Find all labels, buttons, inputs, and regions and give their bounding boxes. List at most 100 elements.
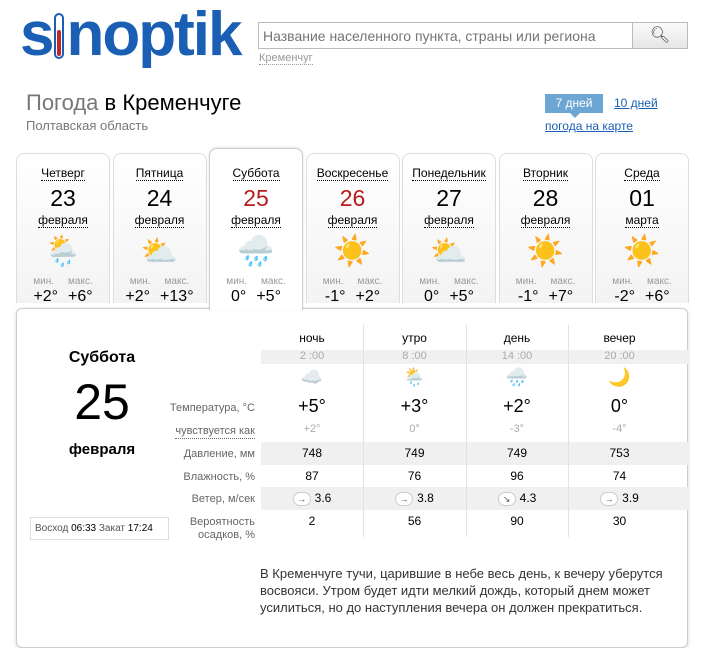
sun-cloud-icon: ⛅ [140, 234, 179, 268]
sun-cloud-icon: ⛅ [430, 234, 468, 268]
wind-cell: → 3.9 [569, 491, 671, 506]
wind-cell: → 3.6 [261, 491, 363, 506]
period-time: 14 :00 [501, 350, 533, 362]
label-precip-line2: осадков, % [198, 529, 255, 541]
max-temp: +5° [449, 288, 474, 305]
label-precip: Вероятность осадков, % [190, 516, 255, 542]
pressure-cell: 753 [569, 446, 671, 460]
search-input[interactable] [258, 22, 633, 49]
magnifier-icon: 🔍︎ [649, 27, 671, 44]
day-date: 01 [629, 185, 655, 211]
wind-speed: 3.6 [314, 491, 332, 505]
sun-icon: ☀️ [333, 234, 372, 268]
label-feels-like[interactable]: чувствуется как [175, 425, 255, 439]
day-tab[interactable]: Понедельник 27 февраля ⛅ мин. макс. 0° +5° [402, 153, 496, 305]
feels-like: 0° [409, 423, 420, 435]
max-temp: +6° [68, 288, 93, 305]
pressure: 753 [609, 446, 630, 460]
period-time: 2 :00 [299, 350, 325, 362]
max-label: макс. [357, 276, 383, 287]
period-time-cell: 8 :00 [364, 350, 466, 362]
day-tab[interactable]: Вторник 28 февраля ☀️ мин. макс. -1° +7° [498, 153, 593, 305]
max-label: макс. [164, 276, 190, 287]
day-name: Вторник [523, 166, 568, 181]
detail-date: 25 [74, 374, 130, 430]
min-label: мин. [129, 276, 151, 287]
label-precip-line1: Вероятность [189, 516, 255, 528]
precip-cell: 90 [466, 514, 568, 528]
min-temp: -1° [324, 288, 346, 305]
temperature: 0° [610, 396, 629, 416]
label-temperature: Температура, °C [169, 402, 255, 414]
min-temp: -1° [517, 288, 539, 305]
period-time: 8 :00 [402, 350, 427, 362]
temperature-cell: +2° [466, 396, 568, 417]
max-temp: +2° [355, 288, 381, 305]
pressure: 749 [506, 446, 528, 460]
sunrise-time: 06:33 [71, 523, 97, 534]
humidity: 76 [407, 469, 422, 483]
day-tab[interactable]: Четверг 23 февраля 🌦️ мин. макс. +2° +6° [16, 153, 110, 305]
day-month: февраля [134, 213, 185, 228]
day-name: Пятница [135, 166, 184, 181]
title-prefix: Погода [26, 90, 99, 115]
sunrise-label: Восход [35, 523, 69, 534]
cloud-rain-icon: 🌧️ [505, 367, 529, 387]
day-tab[interactable]: Среда 01 марта ☀️ мин. макс. -2° +6° [595, 153, 689, 305]
time-band [261, 350, 688, 364]
period-name: утро [402, 331, 427, 345]
detail-day-name: Суббота [68, 349, 136, 366]
max-label: макс. [550, 276, 576, 287]
search-button[interactable]: 🔍︎ [632, 22, 688, 49]
sun-icon: ☀️ [526, 234, 565, 268]
humidity-cell: 76 [364, 469, 466, 483]
min-label: мин. [419, 276, 441, 287]
max-label: макс. [454, 276, 479, 287]
day-month: февраля [327, 213, 378, 228]
day-tab[interactable]: Воскресенье 26 февраля ☀️ мин. макс. -1° +… [305, 153, 400, 305]
day-month: февраля [231, 213, 281, 228]
max-temp: +13° [160, 288, 194, 305]
thermometer-icon [54, 13, 65, 59]
day-date: 26 [339, 185, 366, 211]
sunset-label: Закат [98, 523, 126, 534]
precip-cell: 56 [364, 514, 466, 528]
day-date: 25 [243, 185, 269, 211]
tab-7-days[interactable]: 7 дней [545, 94, 603, 118]
pressure-cell: 749 [364, 446, 466, 460]
max-label: макс. [68, 276, 93, 287]
precip-probability: 2 [308, 514, 316, 528]
day-tab[interactable]: Суббота 25 февраля 🌧️ мин. макс. 0° +5° [209, 148, 303, 310]
day-tab[interactable]: Пятница 24 февраля ⛅ мин. макс. +2° +13° [112, 153, 207, 305]
min-temp: 0° [231, 288, 247, 305]
region-label: Полтавская область [26, 118, 149, 133]
sun-cloud-rain-icon: 🌦️ [44, 234, 82, 268]
day-name: Понедельник [412, 166, 486, 181]
day-month: февраля [424, 213, 474, 228]
day-name: Суббота [232, 166, 280, 181]
temperature: +5° [298, 396, 326, 416]
day-date: 24 [146, 185, 173, 211]
recent-city-link[interactable]: Кременчуг [259, 52, 313, 65]
day-name: Четверг [41, 166, 85, 181]
period-name: вечер [603, 331, 636, 345]
day-date: 23 [50, 185, 76, 211]
wind-speed: 3.8 [417, 491, 434, 505]
max-label: макс. [647, 276, 672, 287]
period-time-cell: 14 :00 [466, 350, 568, 362]
label-wind: Ветер, м/сек [191, 493, 255, 505]
precip-cell: 2 [261, 514, 363, 528]
wind-direction-icon: → [600, 492, 619, 506]
humidity-cell: 74 [569, 469, 671, 483]
sinoptik-logo[interactable]: s noptik [20, 0, 242, 69]
day-name: Среда [624, 166, 660, 181]
feels-cell: -3° [466, 423, 568, 435]
pressure: 749 [404, 446, 425, 460]
tab-10-days[interactable]: 10 дней [614, 96, 658, 110]
min-label: мин. [226, 276, 248, 287]
min-label: мин. [322, 276, 344, 287]
moon-cloud-icon: ☁️ [300, 367, 324, 387]
period-time-cell: 20 :00 [569, 350, 671, 362]
sunrise-sunset: Восход 06:33 Закат 17:24 [30, 517, 169, 540]
weather-map-link[interactable]: погода на карте [545, 119, 633, 133]
